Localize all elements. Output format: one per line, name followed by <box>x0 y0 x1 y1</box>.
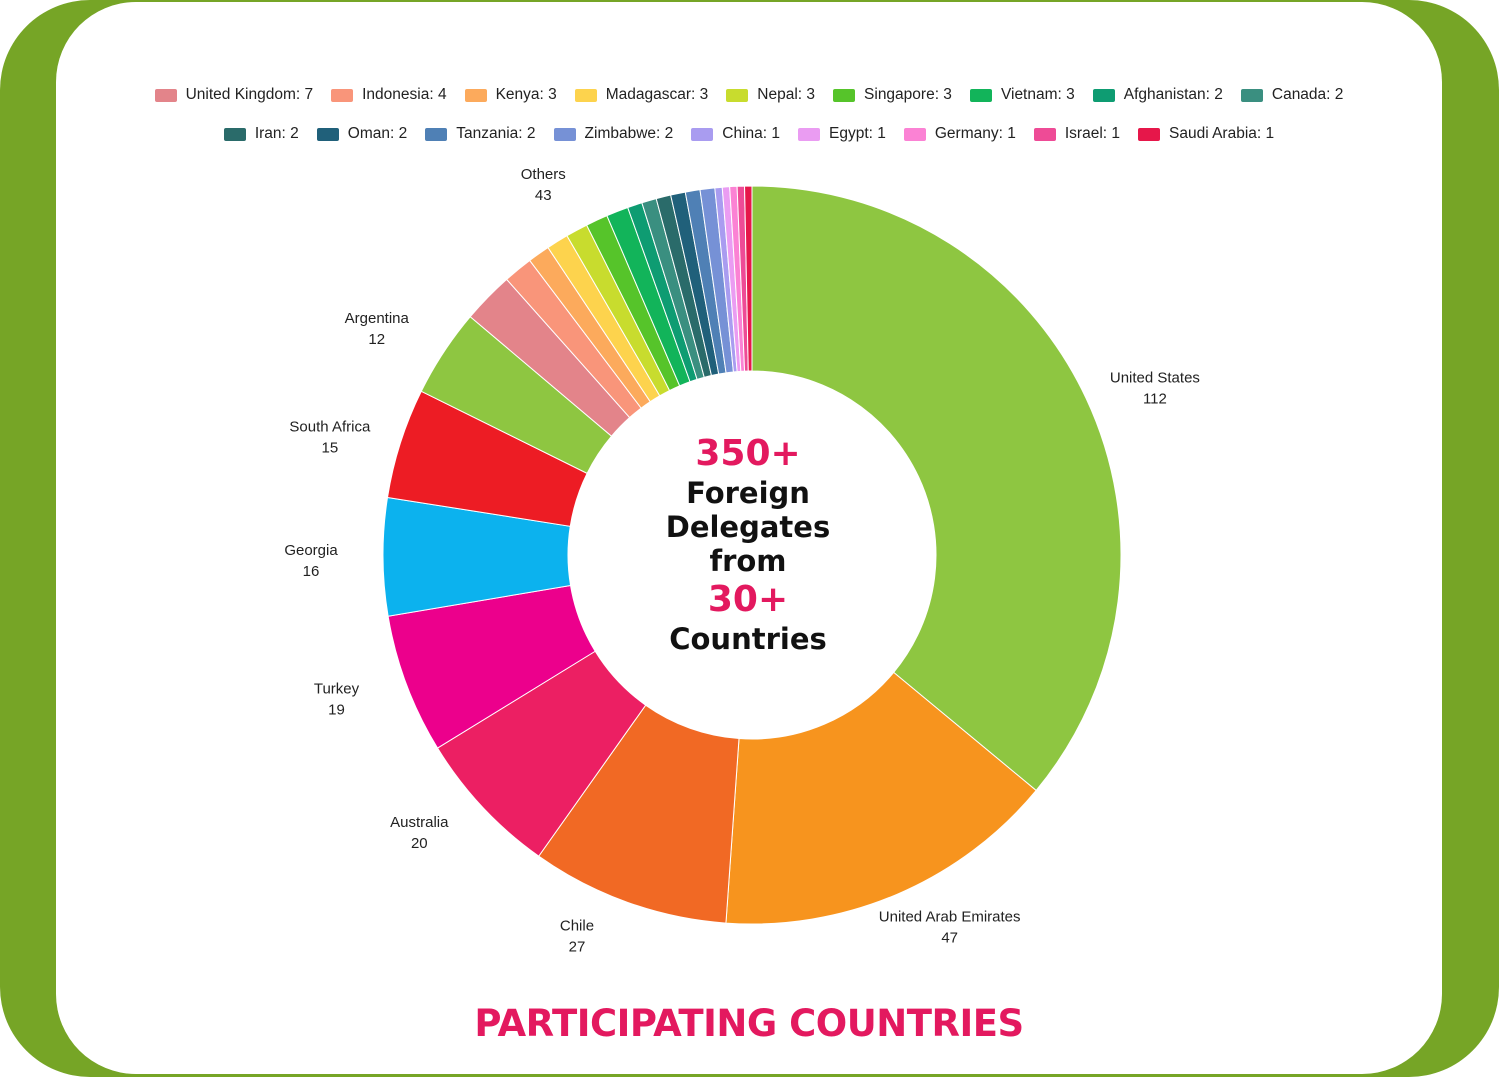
legend-label: Canada: 2 <box>1271 86 1344 103</box>
center-summary: 350+ Foreign Delegates from 30+ Countrie… <box>618 432 878 656</box>
legend-swatch <box>726 88 749 102</box>
legend-item-iran: Iran: 2 <box>223 125 299 143</box>
legend-swatch <box>969 88 992 102</box>
center-from: from <box>709 544 787 578</box>
legend-item-afghanistan: Afghanistan: 2 <box>1092 86 1223 104</box>
center-delegates: Delegates <box>665 510 831 544</box>
slice-united-states <box>751 185 1122 792</box>
legend-item-tanzania: Tanzania: 2 <box>425 125 536 143</box>
center-countries: Countries <box>669 622 827 656</box>
legend-swatch <box>691 127 714 141</box>
legend-label: Iran: 2 <box>254 125 299 142</box>
legend-label: Egypt: 1 <box>829 125 886 142</box>
legend-item-united-kingdom: United Kingdom: 7 <box>154 86 314 104</box>
slice-label-argentina: Argentina <box>345 310 410 327</box>
legend-item-oman: Oman: 2 <box>316 125 408 143</box>
slice-value-united-arab-emirates: 47 <box>941 930 958 947</box>
legend-label: Zimbabwe: 2 <box>584 125 674 142</box>
legend-label: China: 1 <box>722 125 780 142</box>
legend-item-madagascar: Madagascar: 3 <box>574 86 709 104</box>
legend-swatch <box>316 127 339 141</box>
legend-swatch <box>798 127 820 141</box>
slice-value-georgia: 16 <box>303 563 320 580</box>
legend-item-germany: Germany: 1 <box>903 125 1016 143</box>
legend-swatch <box>1092 88 1115 102</box>
legend-item-indonesia: Indonesia: 4 <box>331 86 447 104</box>
slice-value-chile: 27 <box>569 939 586 956</box>
legend-swatch <box>1033 127 1056 141</box>
legend-row-1: United Kingdom: 7 Indonesia: 4 Kenya: 3 Mad… <box>56 86 1442 104</box>
legend-label: Israel: 1 <box>1064 125 1120 142</box>
slice-value-others: 43 <box>535 187 552 204</box>
legend-swatch <box>331 88 354 102</box>
slice-value-turkey: 19 <box>328 702 345 719</box>
legend-item-china: China: 1 <box>691 125 780 143</box>
legend-label: Madagascar: 3 <box>605 86 709 103</box>
legend-swatch <box>154 88 177 102</box>
legend-label: Vietnam: 3 <box>1000 86 1075 103</box>
legend-label: Kenya: 3 <box>495 86 557 103</box>
legend-swatch <box>903 127 926 141</box>
slice-value-united-states: 112 <box>1143 390 1167 407</box>
slice-label-georgia: Georgia <box>284 542 338 559</box>
legend-swatch <box>574 88 597 102</box>
chart-title: PARTICIPATING COUNTRIES <box>474 1002 1024 1045</box>
slice-value-australia: 20 <box>411 835 428 852</box>
slice-label-australia: Australia <box>390 814 449 831</box>
legend-label: Afghanistan: 2 <box>1123 86 1223 103</box>
legend-item-canada: Canada: 2 <box>1240 86 1344 104</box>
legend-swatch <box>833 88 856 102</box>
slice-label-united-arab-emirates: United Arab Emirates <box>879 909 1021 926</box>
center-delegates-count: 350+ <box>695 433 801 474</box>
legend-label: United Kingdom: 7 <box>185 86 314 103</box>
legend-label: Nepal: 3 <box>757 86 816 103</box>
slice-label-others: Others <box>521 166 566 183</box>
slice-united-arab-emirates <box>725 671 1037 925</box>
legend-label: Saudi Arabia: 1 <box>1169 125 1275 142</box>
legend-item-kenya: Kenya: 3 <box>464 86 557 104</box>
slice-label-chile: Chile <box>560 918 594 935</box>
legend-item-israel: Israel: 1 <box>1033 125 1120 143</box>
legend-item-zimbabwe: Zimbabwe: 2 <box>553 125 674 143</box>
legend-label: Singapore: 3 <box>864 86 952 103</box>
legend-label: Indonesia: 4 <box>362 86 447 103</box>
legend-item-egypt: Egypt: 1 <box>798 125 886 143</box>
legend-item-nepal: Nepal: 3 <box>726 86 815 104</box>
legend-item-vietnam: Vietnam: 3 <box>969 86 1075 104</box>
legend-item-saudi-arabia: Saudi Arabia: 1 <box>1138 125 1274 143</box>
center-foreign: Foreign <box>686 476 810 510</box>
legend-swatch <box>223 127 246 141</box>
legend-swatch <box>464 88 487 102</box>
center-countries-count: 30+ <box>707 579 789 620</box>
slice-label-united-states: United States <box>1110 369 1200 386</box>
slice-value-argentina: 12 <box>368 331 385 348</box>
legend-row-2: Iran: 2 Oman: 2 Tanzania: 2 Zimbabwe: 2 Chin… <box>56 125 1442 143</box>
legend-label: Tanzania: 2 <box>456 125 536 142</box>
slice-value-south-africa: 15 <box>322 439 339 456</box>
legend-swatch <box>553 127 576 141</box>
legend-swatch <box>425 127 448 141</box>
legend-label: Oman: 2 <box>347 125 408 142</box>
legend-label: Germany: 1 <box>934 125 1016 142</box>
slice-others-saudi-arabia <box>744 185 753 372</box>
legend-item-singapore: Singapore: 3 <box>833 86 952 104</box>
slice-label-turkey: Turkey <box>314 681 360 698</box>
legend-swatch <box>1138 127 1160 141</box>
slice-label-south-africa: South Africa <box>289 418 371 435</box>
legend-swatch <box>1240 88 1263 102</box>
